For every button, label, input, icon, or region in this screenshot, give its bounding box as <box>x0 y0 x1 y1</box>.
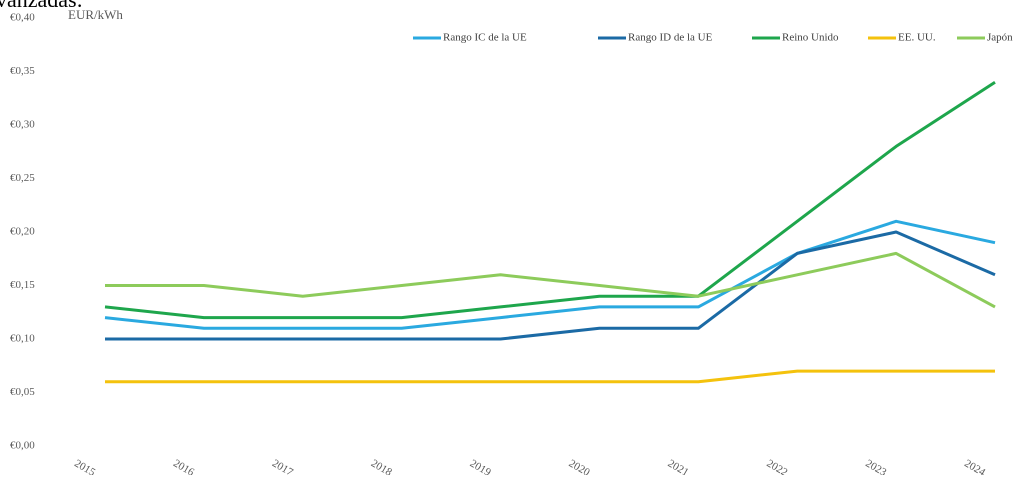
y-tick-label: €0,15 <box>10 279 35 291</box>
x-tick-label: 2024 <box>962 457 987 475</box>
legend-label: Reino Unido <box>782 32 839 44</box>
heading: vanzadas: <box>0 0 83 12</box>
series-line <box>104 80 996 320</box>
legend-label: Rango IC de la UE <box>443 32 527 44</box>
series-line <box>105 251 996 309</box>
y-tick-label: €0,10 <box>10 333 35 345</box>
y-axis-label: EUR/kWh <box>68 7 123 22</box>
x-tick-label: 2019 <box>468 457 493 475</box>
legend-label: Japón <box>987 32 1013 44</box>
series-line <box>105 230 996 341</box>
y-tick-label: €0,30 <box>10 119 35 131</box>
y-tick-label: €0,25 <box>10 172 35 184</box>
x-tick-label: 2021 <box>666 457 691 475</box>
x-tick-label: 2016 <box>171 457 196 475</box>
y-tick-label: €0,20 <box>10 226 35 238</box>
series-line <box>105 369 995 384</box>
y-tick-label: €0,00 <box>10 440 35 452</box>
x-tick-label: 2020 <box>567 457 592 475</box>
legend-label: Rango ID de la UE <box>628 32 713 44</box>
x-tick-label: 2015 <box>72 457 97 475</box>
legend-label: EE. UU. <box>898 32 936 44</box>
x-tick-label: 2017 <box>270 457 295 475</box>
x-tick-label: 2018 <box>369 457 394 475</box>
y-tick-label: €0,40 <box>10 12 35 24</box>
x-tick-label: 2022 <box>764 457 789 475</box>
y-tick-label: €0,05 <box>10 386 35 398</box>
x-tick-label: 2023 <box>863 457 888 475</box>
series-line <box>104 219 996 330</box>
y-tick-label: €0,35 <box>10 65 35 77</box>
